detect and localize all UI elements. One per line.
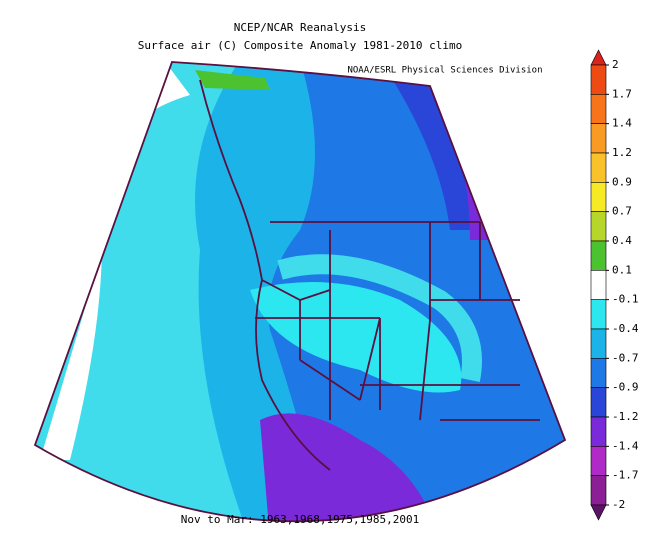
colorbar-tick-label: 1.2 (612, 146, 632, 159)
field-lightcyan (250, 282, 462, 393)
colorbar: 2 1.7 1.4 1.2 0.9 0.7 0.4 0.1 -0.1 -0.4 -0.7 -0.9 -1… (590, 49, 639, 521)
colorbar-tick-label: 0.9 (612, 175, 632, 188)
colorbar-segment (590, 152, 607, 183)
colorbar-segment (590, 416, 607, 447)
colorbar-tick-label: 0.7 (612, 205, 632, 218)
field-cyan-ring (277, 254, 482, 382)
map-frame (33, 61, 567, 523)
colorbar-tick-label: -0.4 (612, 322, 639, 335)
field-green (195, 70, 270, 90)
colorbar-segment (590, 446, 607, 476)
colorbar-arrow-top (590, 49, 607, 66)
colorbar-tick-label: -1.7 (612, 469, 639, 482)
field-purple-south (260, 413, 440, 522)
subtitle: Surface air (C) Composite Anomaly 1981-2… (138, 39, 463, 52)
caption: Nov to Mar: 1963,1968,1975,1985,2001 (181, 513, 419, 526)
state-lines (255, 221, 540, 421)
colorbar-segment (590, 358, 607, 388)
boundaries (33, 61, 567, 523)
colorbar-tick-label: 2 (612, 58, 619, 71)
colorbar-arrow-bottom (590, 504, 607, 521)
colorbar-tick-label: -0.7 (612, 351, 639, 364)
colorbar-segment (590, 387, 607, 418)
colorbar-segment (590, 240, 607, 271)
colorbar-tick-label: -0.1 (612, 293, 639, 306)
title: NCEP/NCAR Reanalysis (234, 21, 366, 34)
colorbar-segment (590, 299, 607, 330)
colorbar-segment (590, 211, 607, 242)
colorbar-tick-label: 0.4 (612, 234, 632, 247)
colorbar-tick-label: -2 (612, 498, 625, 511)
field-white (40, 62, 190, 460)
colorbar-segment (590, 182, 607, 212)
colorbar-segment (590, 475, 607, 506)
colorbar-segment (590, 64, 607, 95)
colorbar-segment (590, 328, 607, 359)
colorbar-tick-label: -0.9 (612, 381, 639, 394)
colorbar-segment (590, 270, 607, 300)
colorbar-segment (590, 123, 607, 154)
colorbar-tick-label: 1.7 (612, 87, 632, 100)
colorbar-segment (590, 94, 607, 124)
colorbar-tick-label: -1.4 (612, 439, 639, 452)
credit: NOAA/ESRL Physical Sciences Division (347, 66, 542, 76)
colorbar-tick-label: 1.4 (612, 117, 632, 130)
colorbar-tick-label: 0.1 (612, 263, 632, 276)
colorbar-tick-label: -1.2 (612, 410, 639, 423)
